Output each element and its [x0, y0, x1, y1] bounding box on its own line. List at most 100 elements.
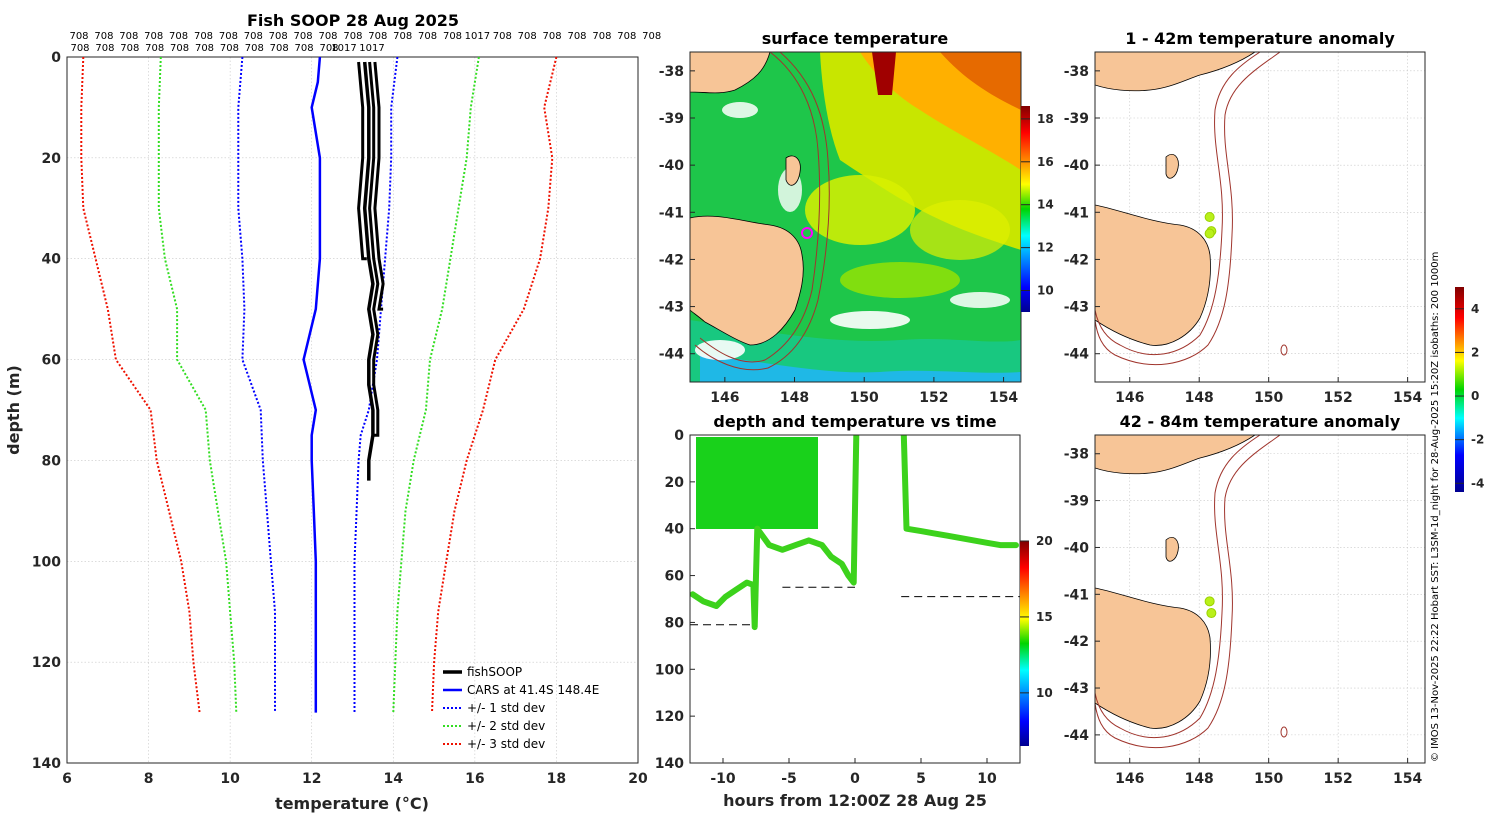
cast-id-label: 708 [343, 31, 362, 42]
y-tick-label: 80 [665, 615, 685, 631]
x-tick-label: 148 [1185, 390, 1214, 406]
y-tick-label: 100 [655, 662, 684, 678]
y-tick-label: 100 [32, 554, 61, 570]
x-tick-label: 5 [916, 771, 926, 787]
cast-id-label: 708 [170, 43, 189, 54]
depth-track [754, 435, 860, 586]
isobath-seamount [1280, 344, 1288, 356]
y-tick-label: -42 [659, 252, 684, 268]
cast-id-label: 1017 [359, 43, 384, 54]
legend-label: +/- 2 std dev [467, 719, 545, 733]
land-tasmania [1095, 204, 1211, 346]
y-tick-label: 60 [42, 353, 62, 369]
x-tick-label: 10 [220, 771, 240, 787]
y-tick-label: 0 [674, 428, 684, 444]
x-tick-label: 146 [1115, 771, 1144, 787]
anomaly-deep-axes-frame [1094, 434, 1426, 764]
legend-label: +/- 3 std dev [467, 737, 545, 751]
profile-line--3-std-dev [431, 56, 558, 713]
cast-id-label: 708 [245, 43, 264, 54]
colorbar-tick-label: 18 [1037, 112, 1054, 126]
cast-id-label: 708 [368, 31, 387, 42]
cast-id-label: 708 [119, 31, 138, 42]
land-flinders-island [785, 155, 801, 186]
cast-id-label: 708 [94, 31, 113, 42]
profile-axes-frame [66, 56, 639, 764]
x-tick-label: 10 [977, 771, 997, 787]
depth-time-title: depth and temperature vs time [713, 412, 996, 431]
y-tick-label: -41 [1064, 205, 1089, 221]
profile-y-label: depth (m) [4, 365, 23, 455]
cast-id-label: 708 [219, 31, 238, 42]
x-tick-label: -10 [710, 771, 736, 787]
cast-id-label: 708 [120, 43, 139, 54]
land-victoria [1095, 435, 1256, 475]
x-tick-label: 152 [1324, 390, 1353, 406]
colorbar-tick-label: -2 [1471, 433, 1484, 447]
y-tick-label: -41 [1064, 587, 1089, 603]
cast-id-label: 708 [617, 31, 636, 42]
anomaly-point [1206, 608, 1217, 619]
colorbar-tick-label: 10 [1037, 284, 1054, 298]
y-tick-label: -38 [1064, 447, 1089, 463]
y-tick-label: -42 [1064, 252, 1089, 268]
y-tick-label: -42 [1064, 634, 1089, 650]
colorbar-tick-label: 4 [1471, 302, 1479, 316]
colorbar-tick-label: 12 [1037, 241, 1054, 255]
cast-id-label: 1017 [331, 43, 356, 54]
anomaly-point [1204, 212, 1215, 222]
y-tick-label: -40 [659, 158, 685, 174]
y-tick-label: 0 [51, 50, 61, 66]
anomaly-shallow-panel: 146 148 150 152 154 -38 -39 -40 -41 -42 -43 -44 1 -… [1064, 29, 1426, 406]
y-tick-label: -39 [1064, 494, 1089, 510]
profile-line-fishsoop-cast [357, 61, 367, 261]
x-tick-label: 6 [62, 771, 72, 787]
legend-label: CARS at 41.4S 148.4E [467, 683, 599, 697]
cast-id-label: 708 [294, 31, 313, 42]
profile-line-cars-at-41-4s-148-4e [302, 56, 322, 713]
x-tick-label: 150 [1254, 390, 1283, 406]
y-tick-label: 20 [665, 475, 685, 491]
profile-line-fishsoop-cast [368, 61, 380, 437]
y-tick-label: -43 [1064, 300, 1089, 316]
y-tick-label: -39 [1064, 111, 1089, 127]
cloud-gap [830, 311, 910, 329]
y-tick-label: 140 [655, 756, 684, 772]
x-tick-label: 146 [710, 390, 739, 406]
land-tasmania [1095, 587, 1211, 729]
cloud-gap [695, 340, 745, 360]
y-tick-label: -40 [1064, 540, 1090, 556]
anomaly-point [1204, 228, 1215, 239]
anomaly-deep-panel: 146 148 150 152 154-38-39-40-41-42-43-44 42 … [1064, 287, 1484, 787]
cast-id-label: 708 [95, 43, 114, 54]
y-tick-label: -38 [1064, 64, 1089, 80]
profile-line--3-std-dev [80, 56, 201, 713]
profile-line-fishsoop [362, 61, 375, 481]
cast-id-label: 708 [269, 31, 288, 42]
isobath-seamount [1280, 726, 1288, 738]
fishsoop-location-marker [801, 227, 813, 239]
land-tasmania [690, 215, 804, 346]
x-tick-label: 154 [989, 390, 1018, 406]
profile-panel: 6 8 10 12 14 16 18 20 0 20 40 60 80 100 120 140 Fish SO… [4, 11, 661, 813]
cast-id-label: 708 [145, 43, 164, 54]
y-tick-label: -38 [659, 64, 684, 80]
cast-id-label: 708 [194, 31, 213, 42]
x-tick-label: 148 [1185, 771, 1214, 787]
legend-label: fishSOOP [467, 665, 522, 679]
y-tick-label: -43 [659, 300, 684, 316]
land-flinders-island [1165, 536, 1179, 562]
x-tick-label: 152 [919, 390, 948, 406]
cast-id-label: 708 [169, 31, 188, 42]
surface-title: surface temperature [762, 29, 949, 48]
dive-cluster [696, 437, 818, 529]
y-tick-label: -40 [1064, 158, 1090, 174]
sst-colorbar [1021, 106, 1030, 312]
x-tick-label: 8 [144, 771, 154, 787]
cast-id-label: 708 [318, 31, 337, 42]
colorbar-tick-label: 15 [1036, 610, 1053, 624]
sst-eac-core [872, 52, 896, 95]
y-tick-label: -43 [1064, 681, 1089, 697]
